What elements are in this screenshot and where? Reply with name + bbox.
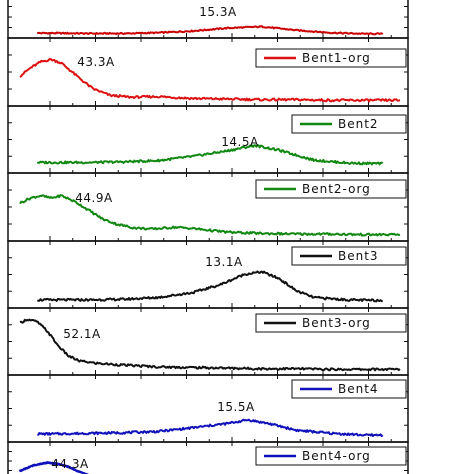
legend-label: Bent3-org	[302, 316, 371, 330]
panel-7: 15.5A Bent4	[7, 374, 409, 443]
legend-label: Bent3	[338, 249, 379, 263]
series-line	[37, 270, 384, 303]
panel-2: 43.3A Bent1-org	[7, 37, 409, 107]
panels-group: 15.3A 43.3A Bent1-org 14.5A Bent2 44.9A Bent2-…	[7, 0, 409, 474]
legend-box	[255, 313, 407, 333]
panel-8: 44.3A Bent4-org	[7, 441, 409, 474]
legend-box	[291, 246, 407, 266]
panel-1: 15.3A	[7, 0, 409, 39]
legend-box	[291, 379, 407, 399]
panel-frame	[7, 37, 409, 107]
legend-box	[255, 179, 407, 199]
peak-label: 52.1A	[63, 327, 101, 341]
legend-label: Bent2	[338, 117, 379, 131]
legend-label: Bent4	[338, 382, 379, 396]
series-line	[37, 418, 384, 438]
peak-label: 15.5A	[217, 400, 255, 414]
panel-3: 14.5A Bent2	[7, 105, 409, 174]
legend-box	[255, 446, 407, 466]
legend-box	[255, 48, 407, 68]
series-line	[19, 194, 401, 237]
series-line	[36, 25, 384, 36]
peak-label: 13.1A	[205, 255, 243, 269]
series-line	[19, 57, 401, 103]
panel-6: 52.1A Bent3-org	[7, 307, 409, 376]
peak-label: 14.5A	[221, 135, 259, 149]
peak-label: 43.3A	[77, 55, 115, 69]
legend-label: Bent2-org	[302, 182, 371, 196]
series-line	[19, 318, 401, 372]
series-line	[19, 461, 90, 474]
panel-5: 13.1A Bent3	[7, 240, 409, 309]
peak-label: 44.9A	[75, 191, 113, 205]
peak-label: 15.3A	[199, 5, 237, 19]
legend-box	[291, 114, 407, 134]
legend-label: Bent1-org	[302, 51, 371, 65]
legend-label: Bent4-org	[302, 449, 371, 463]
peak-label: 44.3A	[51, 457, 89, 471]
panel-4: 44.9A Bent2-org	[7, 172, 409, 242]
series-line	[36, 144, 384, 166]
